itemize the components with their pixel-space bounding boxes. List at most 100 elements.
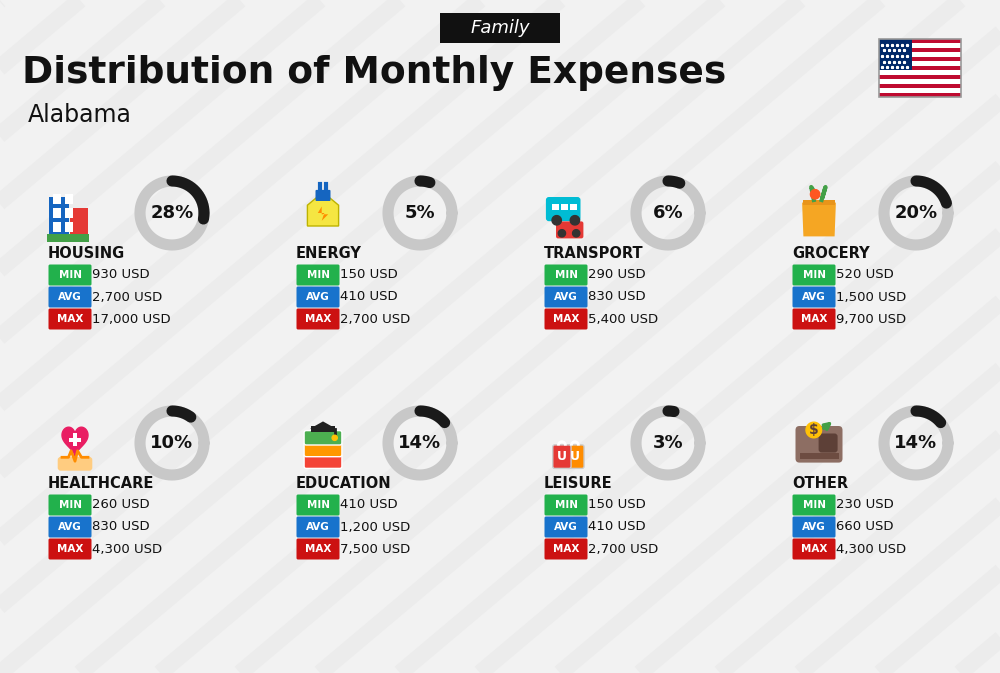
Text: 410 USD: 410 USD — [588, 520, 646, 534]
Text: MAX: MAX — [305, 314, 331, 324]
FancyBboxPatch shape — [879, 52, 961, 57]
FancyBboxPatch shape — [544, 516, 588, 538]
Text: 10%: 10% — [150, 434, 194, 452]
Polygon shape — [806, 422, 822, 438]
Text: AVG: AVG — [58, 522, 82, 532]
FancyBboxPatch shape — [819, 433, 838, 452]
FancyBboxPatch shape — [796, 426, 842, 462]
Polygon shape — [802, 203, 836, 236]
FancyBboxPatch shape — [65, 194, 73, 205]
FancyBboxPatch shape — [879, 70, 961, 75]
Text: AVG: AVG — [306, 522, 330, 532]
Text: 520 USD: 520 USD — [836, 269, 894, 281]
FancyBboxPatch shape — [65, 222, 73, 232]
Text: MAX: MAX — [305, 544, 331, 554]
Text: MIN: MIN — [306, 500, 330, 510]
Polygon shape — [307, 192, 339, 226]
FancyBboxPatch shape — [879, 39, 912, 70]
Text: EDUCATION: EDUCATION — [296, 476, 392, 491]
Text: MIN: MIN — [58, 270, 82, 280]
Text: 150 USD: 150 USD — [588, 499, 646, 511]
Text: ENERGY: ENERGY — [296, 246, 362, 260]
Text: 1,200 USD: 1,200 USD — [340, 520, 410, 534]
FancyBboxPatch shape — [792, 538, 836, 559]
FancyBboxPatch shape — [48, 264, 92, 285]
FancyBboxPatch shape — [879, 44, 961, 48]
Text: TRANSPORT: TRANSPORT — [544, 246, 644, 260]
Text: AVG: AVG — [802, 522, 826, 532]
FancyBboxPatch shape — [544, 287, 588, 308]
Text: 830 USD: 830 USD — [588, 291, 646, 304]
FancyBboxPatch shape — [553, 445, 571, 468]
Text: 410 USD: 410 USD — [340, 291, 398, 304]
Text: MAX: MAX — [801, 314, 827, 324]
Text: 5%: 5% — [405, 204, 435, 222]
Text: 230 USD: 230 USD — [836, 499, 894, 511]
Text: 290 USD: 290 USD — [588, 269, 646, 281]
FancyBboxPatch shape — [440, 13, 560, 43]
Text: HOUSING: HOUSING — [48, 246, 125, 260]
Text: LEISURE: LEISURE — [544, 476, 613, 491]
Text: 7,500 USD: 7,500 USD — [340, 542, 410, 555]
Text: 17,000 USD: 17,000 USD — [92, 312, 171, 326]
Text: 28%: 28% — [150, 204, 194, 222]
FancyBboxPatch shape — [792, 287, 836, 308]
Text: Alabama: Alabama — [28, 103, 132, 127]
Polygon shape — [318, 207, 328, 221]
FancyBboxPatch shape — [544, 495, 588, 516]
FancyBboxPatch shape — [296, 495, 340, 516]
FancyBboxPatch shape — [566, 445, 584, 468]
FancyBboxPatch shape — [69, 437, 81, 441]
Text: 2,700 USD: 2,700 USD — [588, 542, 658, 555]
FancyBboxPatch shape — [879, 79, 961, 83]
FancyBboxPatch shape — [48, 287, 92, 308]
FancyBboxPatch shape — [47, 234, 89, 242]
Text: 2,700 USD: 2,700 USD — [92, 291, 162, 304]
Text: OTHER: OTHER — [792, 476, 848, 491]
Text: MIN: MIN — [306, 270, 330, 280]
FancyBboxPatch shape — [879, 39, 961, 44]
Text: GROCERY: GROCERY — [792, 246, 870, 260]
FancyBboxPatch shape — [304, 442, 342, 457]
FancyBboxPatch shape — [803, 200, 835, 205]
Text: Family: Family — [470, 19, 530, 37]
Text: 20%: 20% — [894, 204, 938, 222]
Text: 830 USD: 830 USD — [92, 520, 150, 534]
FancyBboxPatch shape — [49, 197, 68, 236]
FancyBboxPatch shape — [296, 516, 340, 538]
FancyBboxPatch shape — [296, 538, 340, 559]
FancyBboxPatch shape — [73, 433, 77, 446]
FancyBboxPatch shape — [53, 194, 61, 205]
Text: $: $ — [809, 423, 819, 437]
FancyBboxPatch shape — [544, 308, 588, 330]
FancyBboxPatch shape — [552, 204, 559, 211]
Text: 1,500 USD: 1,500 USD — [836, 291, 906, 304]
FancyBboxPatch shape — [58, 457, 92, 470]
FancyBboxPatch shape — [879, 83, 961, 88]
Text: 5,400 USD: 5,400 USD — [588, 312, 658, 326]
Text: U: U — [570, 450, 580, 462]
FancyBboxPatch shape — [296, 287, 340, 308]
Text: 9,700 USD: 9,700 USD — [836, 312, 906, 326]
FancyBboxPatch shape — [561, 204, 568, 211]
FancyBboxPatch shape — [792, 264, 836, 285]
Text: 660 USD: 660 USD — [836, 520, 894, 534]
Text: 2,700 USD: 2,700 USD — [340, 312, 410, 326]
Text: 410 USD: 410 USD — [340, 499, 398, 511]
FancyBboxPatch shape — [296, 308, 340, 330]
Text: 14%: 14% — [894, 434, 938, 452]
FancyBboxPatch shape — [879, 57, 961, 61]
Text: MAX: MAX — [57, 314, 83, 324]
FancyBboxPatch shape — [556, 221, 583, 238]
Text: AVG: AVG — [554, 292, 578, 302]
FancyBboxPatch shape — [53, 209, 61, 219]
FancyBboxPatch shape — [879, 88, 961, 93]
FancyBboxPatch shape — [48, 516, 92, 538]
Text: MIN: MIN — [802, 500, 826, 510]
FancyBboxPatch shape — [544, 264, 588, 285]
Text: 3%: 3% — [653, 434, 683, 452]
Text: U: U — [557, 450, 567, 462]
Text: 150 USD: 150 USD — [340, 269, 398, 281]
FancyBboxPatch shape — [304, 431, 342, 445]
FancyBboxPatch shape — [879, 61, 961, 66]
